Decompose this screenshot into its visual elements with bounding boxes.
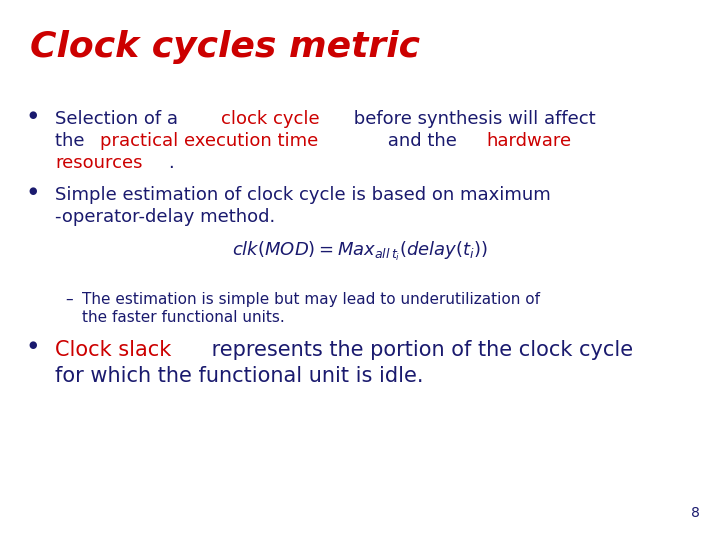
Text: Selection of a: Selection of a — [55, 110, 184, 128]
Text: ●: ● — [28, 110, 37, 120]
Text: the: the — [55, 132, 90, 150]
Text: .: . — [168, 154, 174, 172]
Text: resources: resources — [55, 154, 143, 172]
Text: before synthesis will affect: before synthesis will affect — [348, 110, 596, 128]
Text: ●: ● — [28, 340, 37, 350]
Text: The estimation is simple but may lead to underutilization of: The estimation is simple but may lead to… — [82, 292, 540, 307]
Text: clock cycle: clock cycle — [221, 110, 320, 128]
Text: Simple estimation of clock cycle is based on maximum: Simple estimation of clock cycle is base… — [55, 186, 551, 204]
Text: practical execution time: practical execution time — [101, 132, 319, 150]
Text: hardware: hardware — [486, 132, 571, 150]
Text: the faster functional units.: the faster functional units. — [82, 310, 284, 325]
Text: and the: and the — [382, 132, 463, 150]
Text: represents the portion of the clock cycle: represents the portion of the clock cycl… — [205, 340, 633, 360]
Text: for which the functional unit is idle.: for which the functional unit is idle. — [55, 366, 423, 386]
Text: $clk(MOD) = Max_{all\, t_i}(delay(t_i))$: $clk(MOD) = Max_{all\, t_i}(delay(t_i))$ — [232, 240, 488, 263]
Text: Clock slack: Clock slack — [55, 340, 171, 360]
Text: -operator-delay method.: -operator-delay method. — [55, 208, 275, 226]
Text: Clock cycles metric: Clock cycles metric — [30, 30, 420, 64]
Text: –: – — [65, 292, 73, 307]
Text: 8: 8 — [691, 506, 700, 520]
Text: ●: ● — [28, 186, 37, 196]
